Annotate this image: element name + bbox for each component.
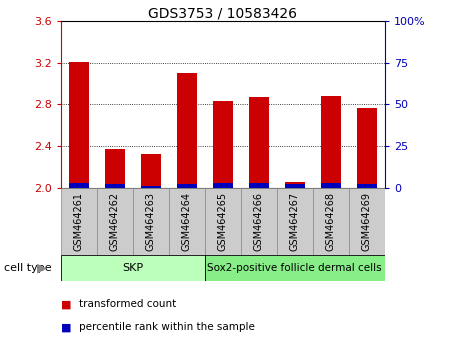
Bar	[69, 62, 89, 188]
Text: GSM464261: GSM464261	[74, 192, 84, 251]
Bar	[141, 154, 161, 188]
Bar	[357, 108, 377, 188]
Bar	[285, 184, 305, 188]
Bar	[349, 188, 385, 255]
Bar	[321, 183, 341, 188]
Text: GSM464262: GSM464262	[110, 192, 120, 251]
Bar	[213, 101, 233, 188]
Title: GDS3753 / 10583426: GDS3753 / 10583426	[148, 6, 297, 20]
Bar	[357, 184, 377, 188]
Bar	[105, 184, 125, 188]
Bar	[169, 188, 205, 255]
Text: ▶: ▶	[37, 262, 47, 275]
Bar	[177, 184, 197, 188]
Bar	[313, 188, 349, 255]
Bar	[213, 183, 233, 188]
Bar	[249, 183, 269, 188]
Text: ■: ■	[61, 322, 71, 332]
Text: GSM464268: GSM464268	[326, 192, 336, 251]
Text: percentile rank within the sample: percentile rank within the sample	[79, 322, 255, 332]
Bar	[285, 182, 305, 188]
Bar	[205, 188, 241, 255]
Bar	[61, 188, 97, 255]
Bar	[105, 149, 125, 188]
Text: cell type: cell type	[4, 263, 52, 273]
Text: GSM464269: GSM464269	[362, 192, 372, 251]
Bar	[277, 188, 313, 255]
Text: transformed count: transformed count	[79, 299, 176, 309]
Bar	[97, 188, 133, 255]
Bar	[61, 255, 205, 281]
Text: ■: ■	[61, 299, 71, 309]
Bar	[141, 186, 161, 188]
Bar	[241, 188, 277, 255]
Bar	[133, 188, 169, 255]
Bar	[249, 97, 269, 188]
Bar	[205, 255, 385, 281]
Text: GSM464266: GSM464266	[254, 192, 264, 251]
Bar	[69, 183, 89, 188]
Bar	[177, 73, 197, 188]
Bar	[321, 96, 341, 188]
Text: GSM464265: GSM464265	[218, 192, 228, 251]
Text: GSM464263: GSM464263	[146, 192, 156, 251]
Text: GSM464267: GSM464267	[290, 192, 300, 251]
Text: Sox2-positive follicle dermal cells: Sox2-positive follicle dermal cells	[207, 263, 382, 273]
Text: GSM464264: GSM464264	[182, 192, 192, 251]
Text: SKP: SKP	[122, 263, 143, 273]
